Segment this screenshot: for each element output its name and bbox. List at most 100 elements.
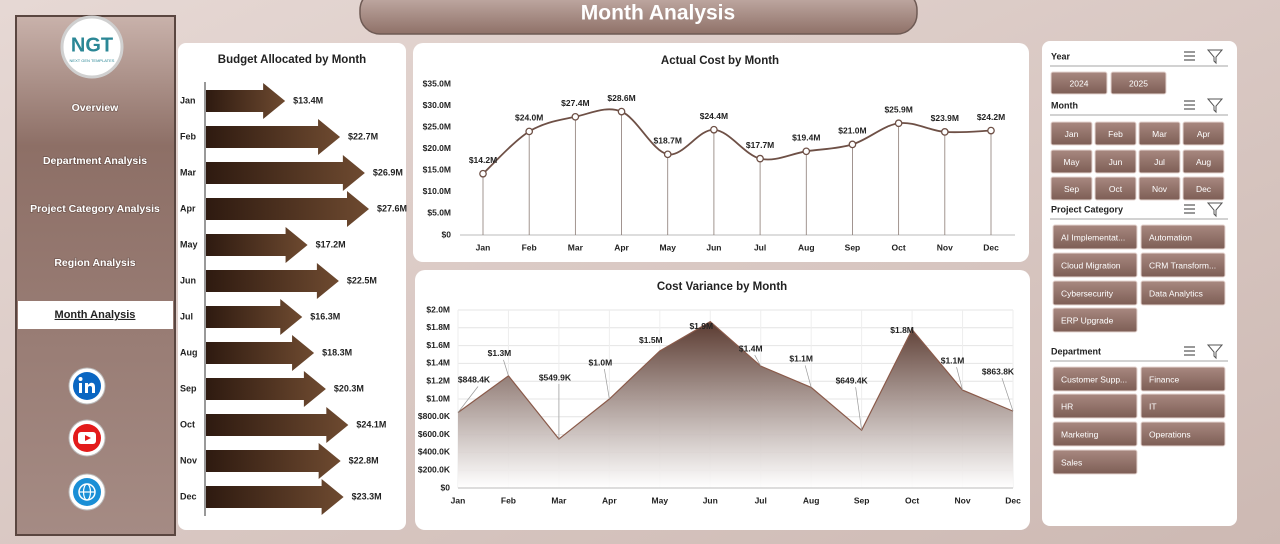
- slicer-button[interactable]: Automation: [1140, 224, 1226, 250]
- slicer-button-label[interactable]: Oct: [1109, 184, 1123, 194]
- clear-filter-icon[interactable]: [1206, 202, 1224, 218]
- slicer-button[interactable]: ERP Upgrade: [1052, 307, 1138, 333]
- clear-filter-icon[interactable]: [1206, 98, 1224, 114]
- slicer-button-label[interactable]: Jun: [1109, 157, 1123, 167]
- slicer-button-label[interactable]: 2025: [1129, 78, 1148, 88]
- slicer-button[interactable]: Jan: [1050, 121, 1093, 146]
- slicer-button[interactable]: Feb: [1094, 121, 1137, 146]
- data-label: $1.5M: [639, 335, 663, 345]
- nav-item[interactable]: Month Analysis: [55, 309, 136, 321]
- slicer-button-label[interactable]: 2024: [1070, 78, 1089, 88]
- data-label: $1.4M: [739, 343, 763, 353]
- slicer-button-bg: [1052, 393, 1138, 419]
- slicer-button[interactable]: Cybersecurity: [1052, 280, 1138, 306]
- slicer-button[interactable]: 2025: [1110, 71, 1167, 95]
- y-tick-label: $15.0M: [423, 165, 451, 175]
- data-label: $1.3M: [488, 348, 512, 358]
- slicer-button-label[interactable]: Jan: [1065, 129, 1079, 139]
- y-tick-label: $0: [441, 482, 451, 492]
- slicer-button-label[interactable]: Automation: [1149, 232, 1192, 242]
- slicer-button[interactable]: Marketing: [1052, 421, 1138, 447]
- slicer-button[interactable]: Apr: [1182, 121, 1225, 146]
- slicer-button-label[interactable]: Cloud Migration: [1061, 260, 1121, 270]
- slicer-button-bg: [1050, 121, 1093, 146]
- slicer-button-label[interactable]: Dec: [1196, 184, 1212, 194]
- slicer-button-label[interactable]: Operations: [1149, 429, 1191, 439]
- slicer-button-label[interactable]: Aug: [1196, 157, 1211, 167]
- slicer-button-label[interactable]: May: [1063, 157, 1080, 167]
- slicer-button[interactable]: Finance: [1140, 366, 1226, 392]
- slicer-button[interactable]: Sep: [1050, 176, 1093, 201]
- slicer-button-label[interactable]: AI Implementat...: [1061, 232, 1125, 242]
- slicer-button-label[interactable]: Sales: [1061, 457, 1082, 467]
- slicer-button-label[interactable]: Feb: [1108, 129, 1123, 139]
- clear-filter-icon[interactable]: [1206, 49, 1224, 65]
- multi-select-icon[interactable]: [1184, 204, 1195, 214]
- slicer-button-label[interactable]: Cybersecurity: [1061, 288, 1114, 298]
- x-tick-label: Feb: [522, 242, 537, 252]
- slicer-button[interactable]: Jul: [1138, 149, 1181, 174]
- slicer-button-bg: [1094, 121, 1137, 146]
- clear-filter-icon[interactable]: [1206, 344, 1224, 360]
- slicer-button-label[interactable]: HR: [1061, 401, 1073, 411]
- logo: [60, 15, 124, 79]
- slicer-button[interactable]: CRM Transform...: [1140, 252, 1226, 278]
- slicer-button[interactable]: Jun: [1094, 149, 1137, 174]
- x-tick-label: Feb: [501, 495, 516, 505]
- x-tick-label: May: [652, 495, 669, 505]
- slicer-button-label[interactable]: Mar: [1152, 129, 1167, 139]
- page-title: Month Analysis: [581, 2, 735, 25]
- slicer-button-label[interactable]: CRM Transform...: [1149, 260, 1216, 270]
- data-label: $24.2M: [977, 112, 1005, 122]
- line-marker: [802, 147, 811, 156]
- y-tick-label: Jul: [180, 311, 193, 321]
- y-tick-label: $2.0M: [426, 304, 450, 314]
- slicer-button[interactable]: Data Analytics: [1140, 280, 1226, 306]
- slicer-button[interactable]: AI Implementat...: [1052, 224, 1138, 250]
- slicer-button-label[interactable]: Nov: [1152, 184, 1168, 194]
- nav-item[interactable]: Project Category Analysis: [29, 202, 160, 216]
- slicer-button[interactable]: 2024: [1050, 71, 1108, 95]
- nav-item[interactable]: Region Analysis: [54, 256, 137, 270]
- slicer-button-label[interactable]: IT: [1149, 401, 1157, 411]
- youtube-icon[interactable]: [68, 419, 106, 457]
- arrow-bar: [206, 227, 308, 263]
- slicer-button-label[interactable]: Sep: [1064, 184, 1079, 194]
- y-tick-label: $10.0M: [423, 186, 451, 196]
- slicer-button-label[interactable]: Jul: [1154, 157, 1165, 167]
- slicer-button[interactable]: Dec: [1182, 176, 1225, 201]
- y-tick-label: Jun: [180, 275, 196, 285]
- slicer-title: Department: [1051, 346, 1101, 356]
- x-tick-label: Nov: [955, 495, 971, 505]
- slicer-button[interactable]: Oct: [1094, 176, 1137, 201]
- slicer-button[interactable]: Cloud Migration: [1052, 252, 1138, 278]
- slicer-button[interactable]: Aug: [1182, 149, 1225, 174]
- x-tick-label: Apr: [602, 495, 617, 505]
- slicer-button[interactable]: Operations: [1140, 421, 1226, 447]
- slicer-button-label[interactable]: Marketing: [1061, 429, 1099, 439]
- slicer-button[interactable]: Mar: [1138, 121, 1181, 146]
- slicer-button[interactable]: Customer Supp...: [1052, 366, 1138, 392]
- multi-select-icon[interactable]: [1184, 100, 1195, 110]
- slicer-button-label[interactable]: Apr: [1197, 129, 1210, 139]
- line-marker: [571, 112, 580, 121]
- slicer-button-bg: [1050, 149, 1093, 174]
- slicer-button-bg: [1140, 421, 1226, 447]
- nav-item[interactable]: Department Analysis: [42, 154, 148, 168]
- linkedin-icon[interactable]: [68, 367, 106, 405]
- slicer-button-label[interactable]: Finance: [1149, 374, 1180, 384]
- website-icon[interactable]: [68, 473, 106, 511]
- data-label: $24.0M: [515, 113, 543, 123]
- multi-select-icon[interactable]: [1184, 51, 1195, 61]
- slicer-button-label[interactable]: Data Analytics: [1149, 288, 1203, 298]
- slicer-button[interactable]: IT: [1140, 393, 1226, 419]
- slicer-button-label[interactable]: Customer Supp...: [1061, 374, 1127, 384]
- data-label: $1.8M: [890, 325, 914, 335]
- slicer-button[interactable]: Nov: [1138, 176, 1181, 201]
- nav-item[interactable]: Overview: [71, 101, 120, 115]
- slicer-button[interactable]: HR: [1052, 393, 1138, 419]
- multi-select-icon[interactable]: [1184, 346, 1195, 356]
- slicer-button[interactable]: May: [1050, 149, 1093, 174]
- slicer-button-label[interactable]: ERP Upgrade: [1061, 315, 1114, 325]
- slicer-button[interactable]: Sales: [1052, 449, 1138, 475]
